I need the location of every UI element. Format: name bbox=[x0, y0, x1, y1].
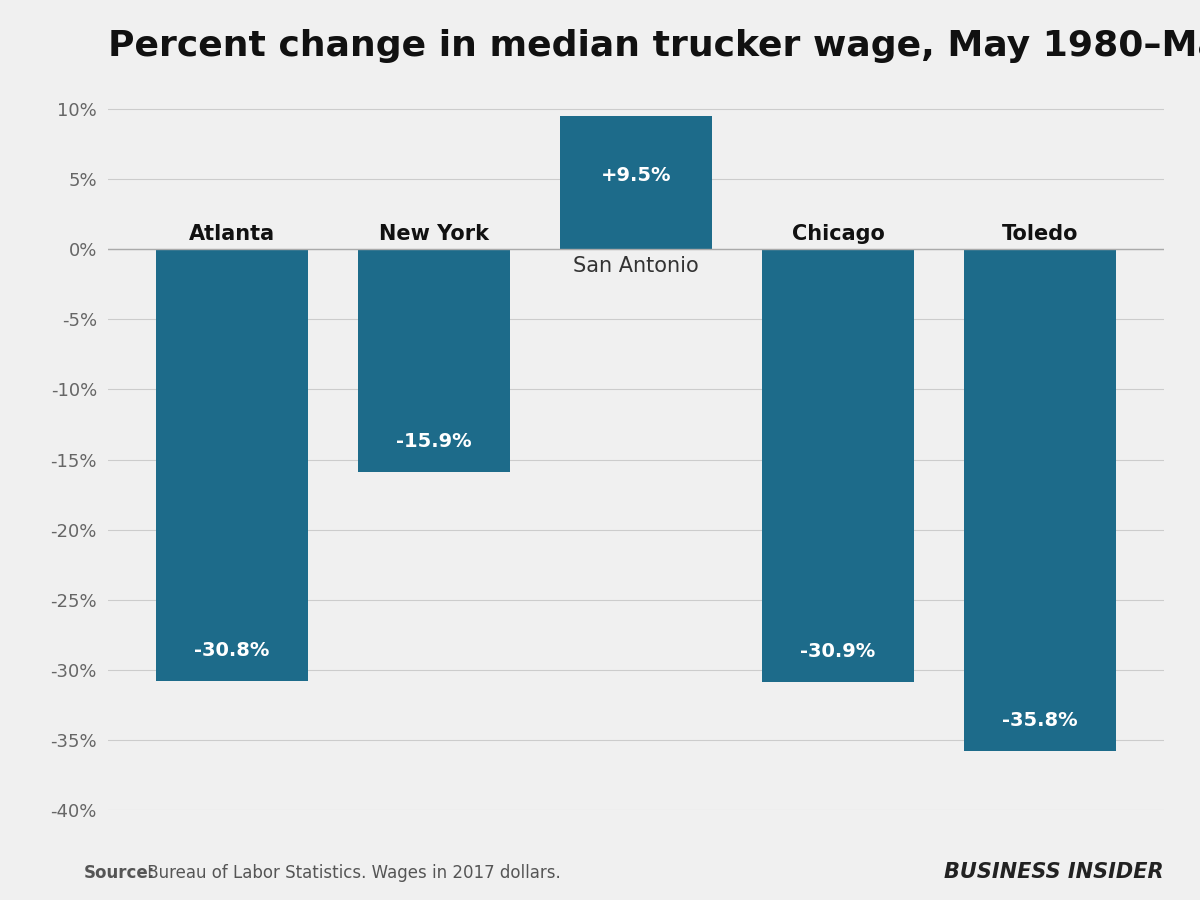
Text: Toledo: Toledo bbox=[1002, 223, 1079, 244]
Bar bbox=[965, 249, 1116, 752]
Text: -15.9%: -15.9% bbox=[396, 432, 472, 451]
Text: BUSINESS INSIDER: BUSINESS INSIDER bbox=[944, 861, 1164, 881]
Text: -30.9%: -30.9% bbox=[800, 643, 876, 662]
Text: Percent change in median trucker wage, May 1980–May 2017: Percent change in median trucker wage, M… bbox=[108, 29, 1200, 63]
Text: +9.5%: +9.5% bbox=[601, 166, 671, 185]
Text: -30.8%: -30.8% bbox=[194, 641, 270, 660]
Text: Bureau of Labor Statistics. Wages in 2017 dollars.: Bureau of Labor Statistics. Wages in 201… bbox=[142, 863, 560, 881]
Text: Atlanta: Atlanta bbox=[188, 223, 275, 244]
Bar bbox=[560, 116, 712, 249]
Bar bbox=[762, 249, 914, 682]
Text: New York: New York bbox=[379, 223, 488, 244]
Bar bbox=[156, 249, 307, 681]
Text: -35.8%: -35.8% bbox=[1002, 711, 1078, 730]
Text: Source:: Source: bbox=[84, 863, 155, 881]
Bar bbox=[358, 249, 510, 472]
Text: San Antonio: San Antonio bbox=[574, 256, 698, 276]
Text: Chicago: Chicago bbox=[792, 223, 884, 244]
